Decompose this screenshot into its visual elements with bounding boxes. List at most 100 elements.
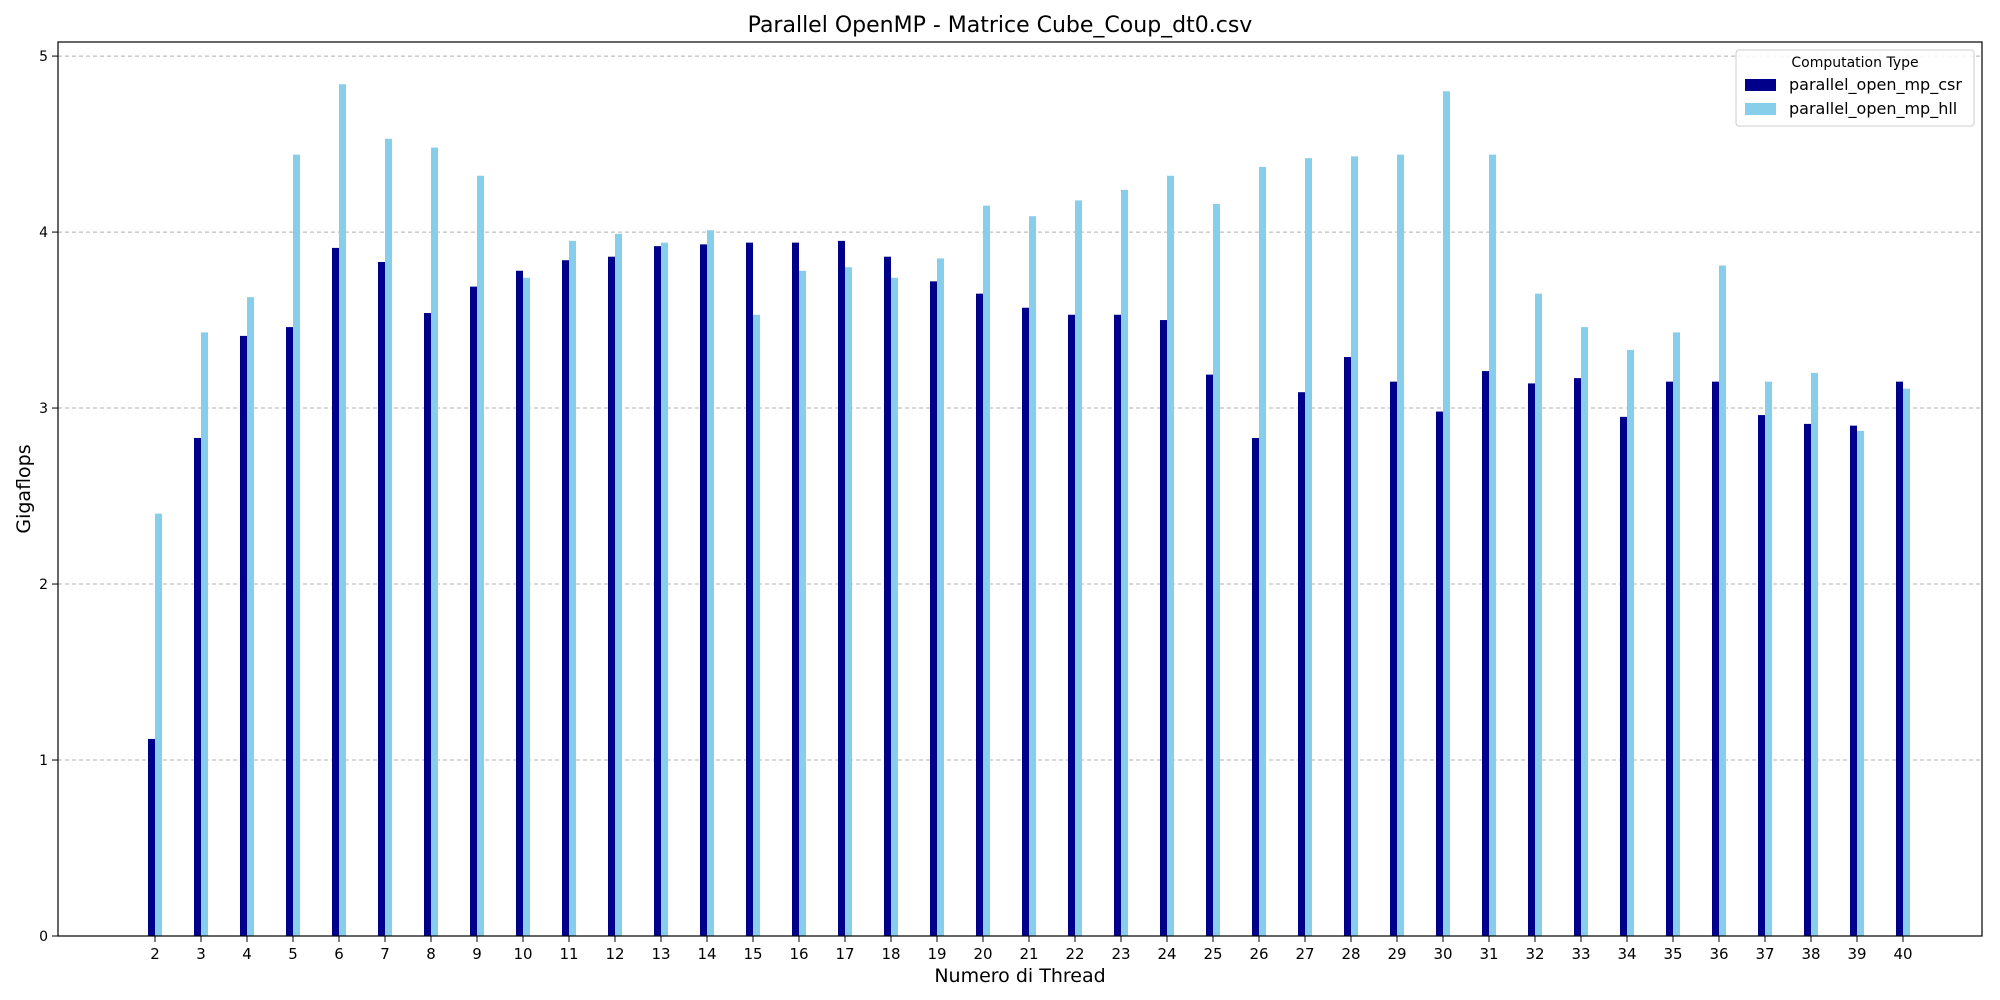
bar-csr-22 <box>1068 314 1075 936</box>
bar-hll-26 <box>1259 166 1266 936</box>
bar-hll-13 <box>661 242 668 936</box>
bar-hll-34 <box>1627 349 1634 937</box>
bar-csr-3 <box>194 437 201 936</box>
x-tick-label: 19 <box>927 945 946 963</box>
x-tick-label: 3 <box>196 945 206 963</box>
bar-csr-9 <box>470 286 477 936</box>
bar-hll-27 <box>1305 158 1312 937</box>
bar-hll-39 <box>1857 430 1864 936</box>
y-tick-label: 2 <box>39 577 48 593</box>
x-tick-label: 36 <box>1709 945 1728 963</box>
x-tick-label: 23 <box>1111 945 1130 963</box>
bar-csr-31 <box>1482 371 1489 936</box>
bar-hll-19 <box>937 258 944 936</box>
x-tick-label: 8 <box>426 945 436 963</box>
bar-csr-33 <box>1574 378 1581 937</box>
bar-hll-25 <box>1213 203 1220 936</box>
bar-hll-37 <box>1765 381 1772 936</box>
bar-csr-39 <box>1850 425 1857 936</box>
bar-hll-7 <box>385 138 392 937</box>
bar-csr-5 <box>286 327 293 936</box>
bar-csr-12 <box>608 256 615 936</box>
legend-box <box>1735 49 1975 127</box>
bar-csr-26 <box>1252 437 1259 936</box>
bar-hll-12 <box>615 233 622 937</box>
bar-csr-34 <box>1620 416 1627 937</box>
bar-hll-22 <box>1075 200 1082 936</box>
x-tick-label: 12 <box>605 945 624 963</box>
x-tick-label: 18 <box>881 945 900 963</box>
bar-hll-11 <box>569 240 576 937</box>
x-tick-label: 25 <box>1203 945 1222 963</box>
bar-csr-25 <box>1206 374 1213 936</box>
y-tick-label: 4 <box>39 225 48 241</box>
bar-hll-28 <box>1351 156 1358 936</box>
legend-swatch-hll <box>1745 103 1776 115</box>
x-tick-label: 30 <box>1433 945 1452 963</box>
bar-hll-20 <box>983 205 990 937</box>
x-tick-label: 24 <box>1157 945 1176 963</box>
y-tick-label: 1 <box>39 753 48 769</box>
x-tick-label: 10 <box>513 945 532 963</box>
bar-csr-15 <box>746 242 753 936</box>
y-axis: 0 1 2 3 4 5 <box>39 49 58 945</box>
bar-hll-9 <box>477 175 484 936</box>
bar-hll-31 <box>1489 154 1496 936</box>
bar-csr-23 <box>1114 314 1121 936</box>
bar-csr-24 <box>1160 320 1167 936</box>
bar-csr-13 <box>654 246 661 937</box>
bar-csr-14 <box>700 244 707 936</box>
x-tick-label: 35 <box>1663 945 1682 963</box>
x-tick-label: 29 <box>1387 945 1406 963</box>
bar-hll-5 <box>293 154 300 936</box>
bar-csr-35 <box>1666 381 1673 936</box>
x-tick-label: 7 <box>380 945 390 963</box>
bar-hll-10 <box>523 277 530 936</box>
x-tick-label: 20 <box>973 945 992 963</box>
bar-csr-4 <box>240 335 247 937</box>
bar-csr-7 <box>378 261 385 936</box>
bar-csr-36 <box>1712 381 1719 936</box>
legend-title: Computation Type <box>1791 55 1918 71</box>
bar-hll-23 <box>1121 189 1128 936</box>
bar-hll-14 <box>707 230 714 936</box>
bar-hll-24 <box>1167 175 1174 936</box>
bar-hll-2 <box>155 513 162 936</box>
x-tick-label: 26 <box>1249 945 1268 963</box>
bar-hll-36 <box>1719 265 1726 936</box>
x-tick-label: 40 <box>1893 945 1912 963</box>
bar-csr-30 <box>1436 411 1443 937</box>
chart-title: Parallel OpenMP - Matrice Cube_Coup_dt0.… <box>748 13 1253 38</box>
bar-csr-40 <box>1896 381 1903 936</box>
x-tick-label: 39 <box>1847 945 1866 963</box>
x-tick-label: 34 <box>1617 945 1636 963</box>
bar-csr-38 <box>1804 423 1811 936</box>
x-tick-label: 11 <box>559 945 578 963</box>
bar-csr-16 <box>792 242 799 936</box>
bar-hll-16 <box>799 270 806 936</box>
bar-csr-11 <box>562 260 569 936</box>
bar-hll-29 <box>1397 154 1404 936</box>
bar-hll-18 <box>891 277 898 936</box>
x-tick-label: 21 <box>1019 945 1038 963</box>
bar-csr-32 <box>1528 383 1535 937</box>
x-tick-label: 31 <box>1479 945 1498 963</box>
x-tick-label: 2 <box>150 945 160 963</box>
x-tick-label: 33 <box>1571 945 1590 963</box>
legend-label-hll: parallel_open_mp_hll <box>1789 99 1957 119</box>
bar-hll-6 <box>339 84 346 937</box>
bar-csr-8 <box>424 313 431 936</box>
bar-hll-38 <box>1811 372 1818 936</box>
bar-hll-40 <box>1903 388 1910 936</box>
y-tick-label: 0 <box>39 929 48 945</box>
bar-csr-19 <box>930 281 937 936</box>
x-tick-label: 16 <box>789 945 808 963</box>
x-axis: 2 3 4 5 6 7 8 9 10 11 12 13 14 15 16 17 18 19 20 21 22 23 24 25… <box>150 936 1913 963</box>
x-tick-label: 17 <box>835 945 854 963</box>
x-tick-label: 6 <box>334 945 344 963</box>
legend: Computation Type parallel_open_mp_csr pa… <box>1735 49 1975 127</box>
bar-csr-29 <box>1390 381 1397 936</box>
x-tick-label: 27 <box>1295 945 1314 963</box>
x-tick-label: 37 <box>1755 945 1774 963</box>
